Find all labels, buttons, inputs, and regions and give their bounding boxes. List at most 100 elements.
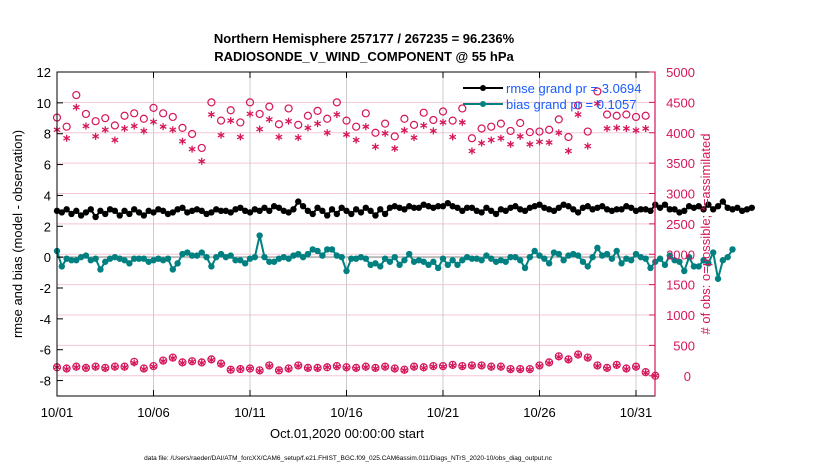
asterisk-stroke	[391, 366, 399, 372]
bias-point	[459, 257, 466, 264]
bias-point	[285, 255, 292, 262]
y-left-tick-label: 10	[37, 96, 51, 111]
obs-possible-marker	[255, 109, 264, 119]
asterisk-stroke	[256, 368, 264, 374]
asterisk-stroke	[593, 363, 601, 369]
obs-assimilated-marker	[304, 364, 312, 372]
obs-assimilated-marker	[342, 364, 351, 372]
legend-rmse-label: rmse grand pr = 3.0694	[506, 81, 642, 96]
legend-rmse-marker	[480, 85, 486, 91]
bias-point	[434, 264, 442, 272]
rmse-point	[324, 212, 331, 219]
asterisk-stroke	[535, 139, 544, 145]
rmse-point	[381, 210, 389, 218]
obs-assimilated-marker	[642, 369, 650, 377]
obs-assimilated-marker	[352, 136, 360, 144]
bias-point	[270, 258, 278, 265]
rmse-point	[642, 206, 649, 213]
obs-assimilated-marker	[159, 357, 167, 365]
y-left-tick-label: -2	[39, 281, 51, 296]
rmse-point	[647, 207, 654, 215]
rmse-point	[314, 204, 321, 211]
bias-point	[222, 253, 230, 261]
asterisk-stroke	[227, 118, 235, 123]
bias-point	[135, 255, 143, 262]
bias-point	[560, 257, 567, 264]
asterisk-stroke	[458, 120, 466, 125]
rmse-point	[193, 206, 201, 213]
obs-assimilated-marker	[555, 353, 563, 361]
asterisk-stroke	[246, 366, 254, 371]
bias-point	[314, 247, 321, 255]
y-left-tick-label: -6	[39, 343, 51, 358]
rmse-point	[87, 206, 94, 213]
grid	[57, 72, 655, 396]
asterisk-stroke	[304, 125, 312, 131]
obs-assimilated-marker	[323, 129, 331, 137]
bias-point	[642, 255, 649, 262]
bias-point	[179, 250, 186, 258]
rmse-point	[58, 209, 66, 216]
bias-point	[618, 260, 625, 267]
asterisk-stroke	[188, 359, 196, 365]
asterisk-stroke	[101, 127, 109, 133]
asterisk-stroke	[545, 140, 553, 145]
rmse-point	[372, 212, 379, 219]
bias-point	[324, 246, 331, 253]
rmse-point	[208, 209, 215, 216]
asterisk-stroke	[207, 112, 215, 117]
bias-point	[348, 255, 355, 262]
obs-possible-marker	[216, 116, 226, 125]
legend-bias-marker	[480, 101, 486, 107]
obs-assimilated-marker	[371, 364, 379, 372]
bias-point	[362, 255, 369, 262]
obs-possible-marker	[101, 114, 110, 123]
obs-assimilated-marker	[72, 363, 80, 371]
bias-point	[478, 257, 485, 264]
obs-assimilated-marker	[92, 132, 100, 140]
rmse-point	[681, 207, 688, 215]
obs-assimilated-marker	[72, 103, 80, 111]
rmse-point	[222, 207, 230, 215]
rmse-point	[237, 204, 244, 211]
rmse-point	[333, 210, 341, 218]
asterisk-stroke	[449, 363, 457, 368]
obs-assimilated-marker	[304, 124, 312, 132]
asterisk-stroke	[275, 367, 283, 373]
asterisk-stroke	[198, 158, 206, 164]
bias-point	[227, 252, 234, 259]
rmse-point	[579, 204, 587, 211]
obs-assimilated-marker	[613, 124, 621, 132]
bias-point	[632, 250, 640, 258]
obs-assimilated-marker	[246, 364, 254, 372]
obs-assimilated-marker	[207, 356, 215, 364]
rmse-point	[734, 204, 741, 211]
rmse-point	[656, 204, 664, 211]
obs-assimilated-marker	[217, 360, 225, 368]
rmse-point	[73, 207, 80, 215]
bias-point	[545, 260, 553, 267]
asterisk-stroke	[371, 144, 379, 150]
rmse-point	[304, 207, 312, 215]
asterisk-stroke	[555, 354, 563, 360]
bias-point	[676, 258, 683, 265]
rmse-point	[367, 207, 374, 215]
rmse-point	[82, 209, 90, 216]
obs-possible-marker	[477, 124, 486, 133]
bias-point	[106, 255, 114, 262]
asterisk-stroke	[314, 366, 322, 371]
bias-point	[502, 258, 509, 265]
asterisk-stroke	[642, 126, 650, 131]
rmse-point	[637, 206, 645, 213]
bias-point	[463, 253, 471, 261]
obs-possible-marker	[438, 107, 448, 116]
obs-assimilated-marker	[130, 122, 138, 130]
rmse-point	[574, 209, 582, 216]
asterisk-stroke	[63, 366, 71, 372]
y-right-tick-label: 4000	[666, 126, 695, 141]
bias-point	[97, 266, 104, 273]
asterisk-stroke	[217, 361, 225, 367]
bias-point	[603, 250, 611, 258]
rmse-point	[666, 206, 673, 213]
asterisk-stroke	[564, 357, 572, 363]
